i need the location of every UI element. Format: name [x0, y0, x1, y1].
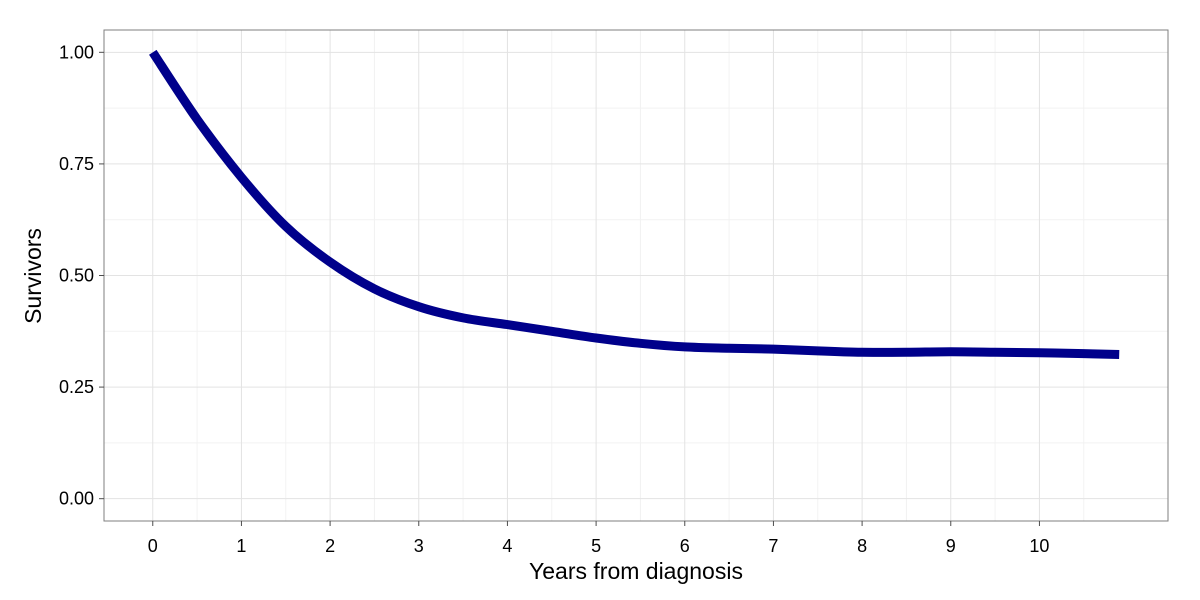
y-tick-label: 1.00 — [59, 42, 94, 62]
y-tick-label: 0.75 — [59, 154, 94, 174]
x-tick-label: 4 — [502, 536, 512, 556]
survival-curve-line — [149, 49, 1120, 359]
x-tick-label: 1 — [236, 536, 246, 556]
y-tick-label: 0.25 — [59, 377, 94, 397]
major-grid — [104, 30, 1168, 521]
y-tick-label: 0.00 — [59, 489, 94, 509]
y-tick-label: 0.50 — [59, 266, 94, 286]
series-layer — [149, 49, 1120, 359]
x-tick-label: 0 — [148, 536, 158, 556]
x-tick-label: 6 — [680, 536, 690, 556]
x-tick-label: 3 — [414, 536, 424, 556]
x-tick-label: 9 — [946, 536, 956, 556]
x-axis-ticks: 0 1 2 3 4 5 6 7 8 9 10 — [148, 521, 1049, 556]
y-axis-title: Survivors — [20, 228, 46, 324]
y-axis-ticks: 0.00 0.25 0.50 0.75 1.00 — [59, 42, 104, 509]
x-axis-title: Years from diagnosis — [529, 558, 743, 584]
x-tick-label: 7 — [768, 536, 778, 556]
x-tick-label: 2 — [325, 536, 335, 556]
x-tick-label: 5 — [591, 536, 601, 556]
x-tick-label: 8 — [857, 536, 867, 556]
x-tick-label: 10 — [1029, 536, 1049, 556]
